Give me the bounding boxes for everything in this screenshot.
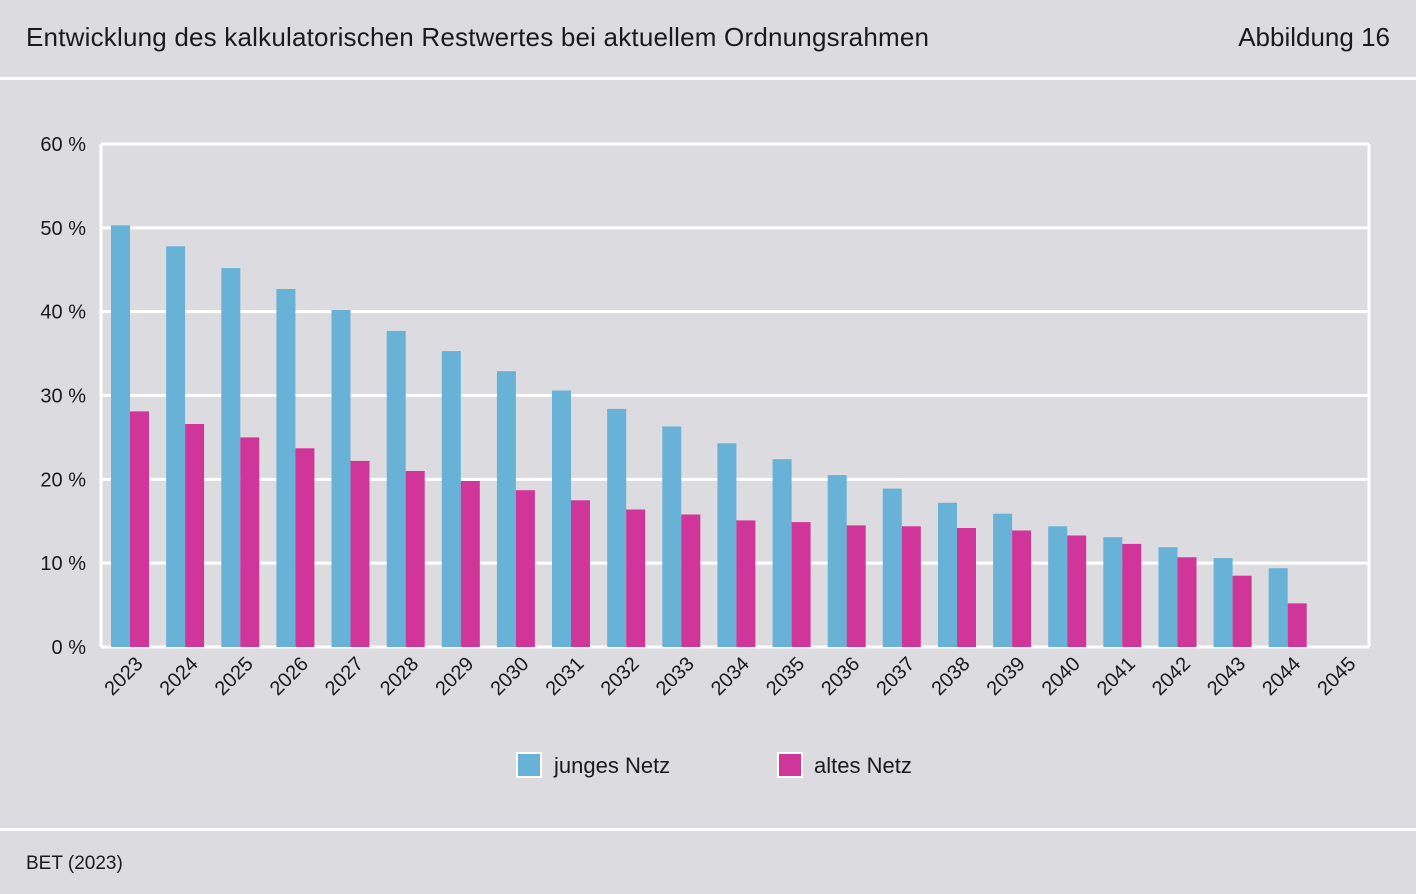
bar-altes-netz (571, 500, 590, 647)
bar-junges-netz (276, 289, 296, 647)
bar-altes-netz (185, 424, 205, 647)
x-tick-label: 2030 (486, 653, 533, 700)
bar-altes-netz (1287, 603, 1307, 647)
bar-junges-netz (827, 475, 847, 647)
x-tick-label: 2025 (211, 653, 258, 700)
x-tick-label: 2032 (597, 653, 644, 700)
bar-altes-netz (626, 509, 646, 647)
x-tick-label: 2027 (321, 653, 368, 700)
bar-junges-netz (166, 246, 186, 648)
y-axis-ticks: 0 % 10 % 20 % 30 % 40 % 50 % 60 % (40, 134, 86, 659)
source-note: BET (2023) (26, 853, 123, 874)
chart-title: Entwicklung des kalkulatorischen Restwer… (26, 22, 930, 52)
x-tick-label: 2042 (1148, 653, 1195, 700)
bar-junges-netz (662, 426, 682, 647)
x-tick-label: 2034 (707, 653, 754, 700)
bar-junges-netz (1213, 558, 1233, 647)
bar-junges-netz (1268, 568, 1288, 647)
x-tick-label: 2044 (1258, 653, 1305, 700)
x-tick-label: 2037 (872, 653, 919, 700)
x-axis-ticks: 2023 2024 2025 2026 2027 2028 2029 2030 2031 2032… (101, 653, 1361, 700)
x-tick-label: 2045 (1313, 653, 1360, 700)
bar-junges-netz (607, 408, 627, 647)
bar-junges-netz (331, 310, 351, 647)
legend-swatch-old (777, 752, 803, 778)
legend: junges Netz altes Netz (516, 752, 912, 778)
bar-junges-netz (1103, 537, 1123, 647)
x-tick-label: 2039 (983, 653, 1030, 700)
header: Entwicklung des kalkulatorischen Restwer… (0, 0, 1416, 78)
bar-altes-netz (460, 481, 480, 647)
x-tick-label: 2036 (817, 653, 864, 700)
bar-junges-netz (1158, 547, 1178, 647)
bar-junges-netz (882, 488, 902, 647)
legend-swatch-young (516, 752, 542, 778)
x-tick-label: 2033 (652, 653, 699, 700)
x-tick-label: 2026 (266, 653, 313, 700)
x-tick-label: 2031 (542, 653, 589, 700)
x-tick-label: 2041 (1093, 653, 1140, 700)
bar-altes-netz (791, 522, 811, 647)
header-divider (0, 77, 1416, 80)
bar-altes-netz (295, 448, 315, 647)
bar-chart: 0 % 10 % 20 % 30 % 40 % 50 % 60 % 2023 2024 2025… (40, 134, 1371, 778)
figure-label: Abbildung 16 (1238, 22, 1390, 52)
bar-altes-netz (1232, 575, 1252, 647)
y-tick-label: 30 % (40, 386, 86, 408)
y-tick-label: 20 % (40, 469, 86, 491)
bar-junges-netz (717, 443, 737, 647)
bar-junges-netz (993, 513, 1013, 647)
bar-junges-netz (496, 371, 516, 647)
bar-junges-netz (111, 225, 130, 648)
bar-junges-netz (386, 330, 406, 647)
bar-junges-netz (552, 390, 571, 647)
x-tick-label: 2028 (376, 653, 423, 700)
bar-junges-netz (938, 502, 957, 647)
bar-altes-netz (515, 490, 535, 647)
bar-altes-netz (957, 528, 976, 647)
bar-junges-netz (441, 351, 461, 647)
bar-altes-netz (405, 471, 425, 647)
bar-altes-netz (350, 460, 370, 647)
x-tick-label: 2038 (927, 653, 974, 700)
bars (111, 225, 1307, 648)
bar-altes-netz (901, 526, 921, 647)
legend-label-old: altes Netz (814, 753, 912, 778)
bar-junges-netz (772, 459, 792, 647)
x-tick-label: 2023 (101, 653, 148, 700)
bar-altes-netz (1122, 543, 1142, 647)
bar-altes-netz (1067, 535, 1087, 647)
footer-divider (0, 828, 1416, 831)
x-tick-label: 2043 (1203, 653, 1250, 700)
bar-altes-netz (681, 514, 701, 647)
bar-altes-netz (1177, 557, 1197, 647)
legend-label-young: junges Netz (553, 753, 670, 778)
y-tick-label: 10 % (40, 553, 86, 575)
bar-altes-netz (240, 437, 260, 647)
bar-altes-netz (1012, 530, 1032, 647)
bar-altes-netz (130, 411, 149, 647)
x-tick-label: 2024 (156, 653, 203, 700)
x-tick-label: 2035 (762, 653, 809, 700)
bar-altes-netz (736, 520, 756, 647)
y-tick-label: 60 % (40, 134, 86, 156)
y-tick-label: 40 % (40, 302, 86, 324)
x-tick-label: 2029 (431, 653, 478, 700)
y-tick-label: 0 % (52, 637, 87, 659)
bar-altes-netz (846, 525, 866, 647)
bar-junges-netz (221, 268, 241, 647)
y-tick-label: 50 % (40, 218, 86, 240)
bar-junges-netz (1048, 526, 1068, 647)
x-tick-label: 2040 (1038, 653, 1085, 700)
